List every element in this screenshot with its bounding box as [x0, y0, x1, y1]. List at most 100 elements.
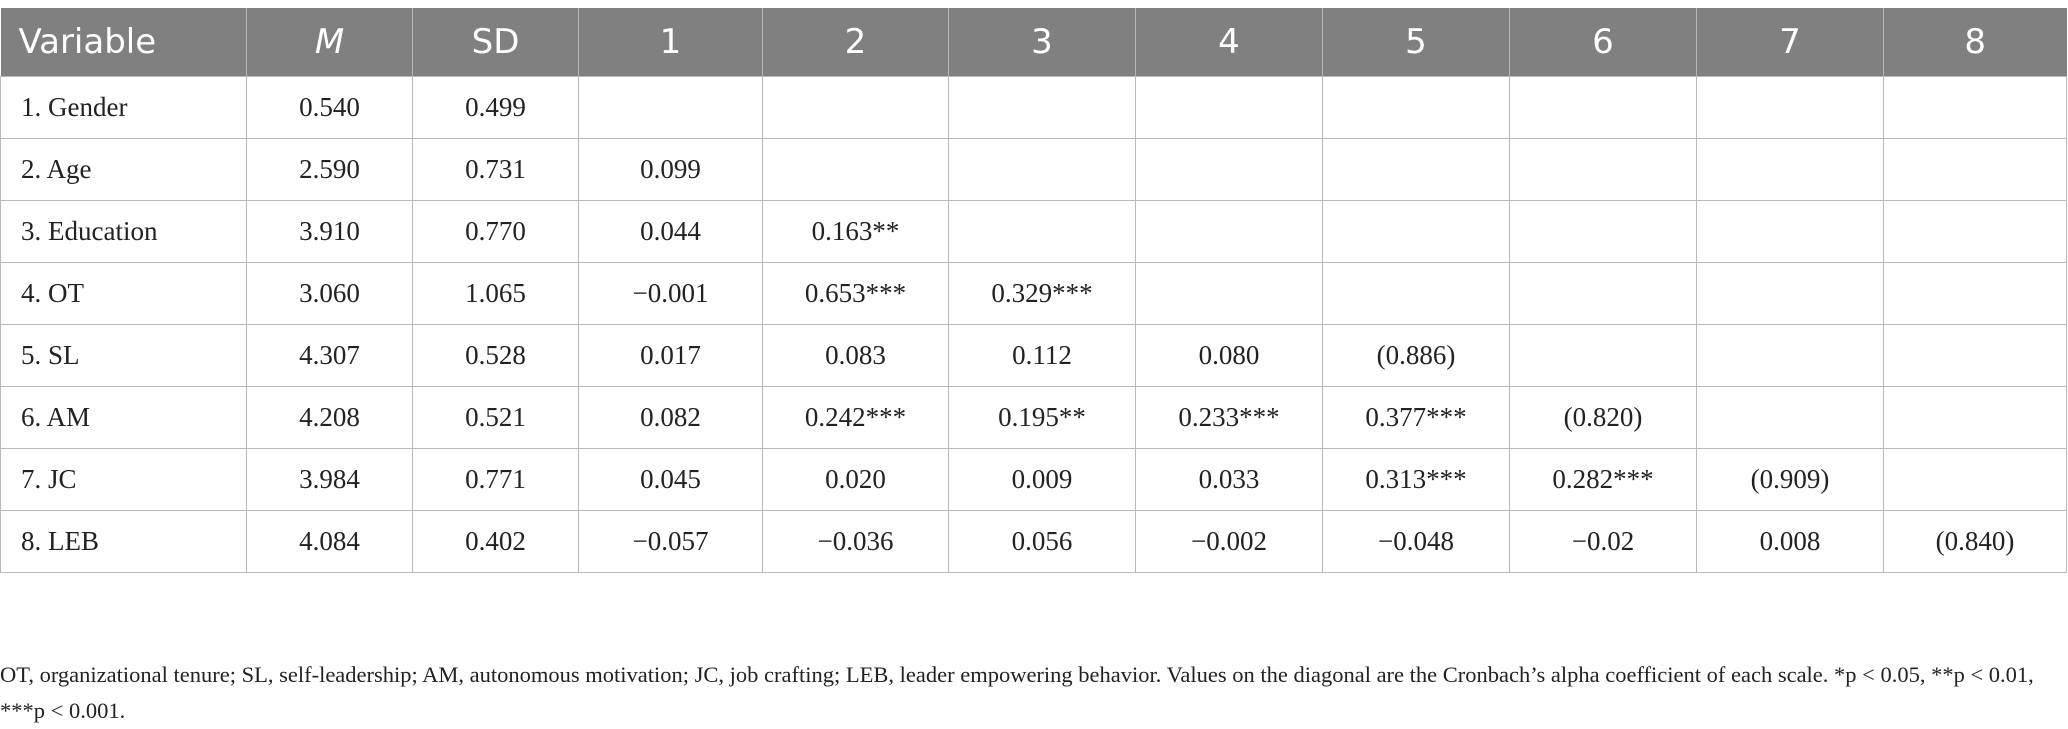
table-cell: 0.020: [762, 448, 949, 511]
header-variable: Variable: [0, 8, 247, 77]
table-cell: −0.02: [1509, 510, 1697, 573]
table-cell: [1696, 386, 1884, 449]
table-row: 4. OT 3.060 1.065 −0.001 0.653*** 0.329***: [0, 262, 2067, 325]
table-cell: [948, 138, 1136, 201]
table-cell: [1322, 76, 1510, 139]
table-cell: [1322, 138, 1510, 201]
table-cell: 0.242***: [762, 386, 949, 449]
table-cell: [948, 200, 1136, 263]
table-cell: [1509, 262, 1697, 325]
table-cell: (0.820): [1509, 386, 1697, 449]
header-col-8: 8: [1883, 8, 2067, 77]
table-cell: (0.886): [1322, 324, 1510, 387]
table-body: 1. Gender 0.540 0.499 2. Age 2.590 0.731 0.099…: [0, 76, 2067, 573]
table-cell: 0.008: [1696, 510, 1884, 573]
table-cell: [1322, 262, 1510, 325]
table-cell: 0.771: [412, 448, 579, 511]
table-cell: 3.984: [246, 448, 413, 511]
table-cell: [1883, 76, 2067, 139]
table-cell: [1509, 200, 1697, 263]
table-cell: −0.002: [1135, 510, 1323, 573]
header-col-5: 5: [1322, 8, 1510, 77]
table-cell: 4.307: [246, 324, 413, 387]
table-cell: 0.402: [412, 510, 579, 573]
row-variable-label: 7. JC: [0, 448, 247, 511]
table-cell: [1883, 386, 2067, 449]
table-cell: [1883, 262, 2067, 325]
table-row: 6. AM 4.208 0.521 0.082 0.242*** 0.195** 0.233…: [0, 386, 2067, 449]
table-cell: 0.099: [578, 138, 763, 201]
table-cell: 0.056: [948, 510, 1136, 573]
table-cell: [1883, 448, 2067, 511]
table-cell: 4.208: [246, 386, 413, 449]
table-cell: [762, 138, 949, 201]
table-cell: [1883, 200, 2067, 263]
table-cell: 0.080: [1135, 324, 1323, 387]
table-header-row: Variable M SD 1 2 3 4 5 6 7 8: [0, 8, 2067, 77]
row-variable-label: 3. Education: [0, 200, 247, 263]
table-cell: [1696, 200, 1884, 263]
correlation-table: Variable M SD 1 2 3 4 5 6 7 8 1. Gender 0…: [0, 8, 2067, 573]
table-cell: −0.048: [1322, 510, 1510, 573]
table-cell: −0.001: [578, 262, 763, 325]
table-row: 8. LEB 4.084 0.402 −0.057 −0.036 0.056 −0.002−…: [0, 510, 2067, 573]
table-cell: 4.084: [246, 510, 413, 573]
header-col-6: 6: [1509, 8, 1697, 77]
table-cell: [1135, 262, 1323, 325]
table-cell: 0.082: [578, 386, 763, 449]
table-cell: [1883, 324, 2067, 387]
header-col-3: 3: [948, 8, 1136, 77]
table-cell: (0.840): [1883, 510, 2067, 573]
table-cell: (0.909): [1696, 448, 1884, 511]
row-variable-label: 5. SL: [0, 324, 247, 387]
table-cell: [1509, 138, 1697, 201]
table-cell: [1696, 262, 1884, 325]
correlation-table-container: Variable M SD 1 2 3 4 5 6 7 8 1. Gender 0…: [0, 8, 2067, 573]
row-variable-label: 1. Gender: [0, 76, 247, 139]
header-sd: SD: [412, 8, 579, 77]
table-row: 1. Gender 0.540 0.499: [0, 76, 2067, 139]
table-cell: 0.083: [762, 324, 949, 387]
row-variable-label: 8. LEB: [0, 510, 247, 573]
table-cell: 0.195**: [948, 386, 1136, 449]
header-col-1: 1: [578, 8, 763, 77]
table-footnote: OT, organizational tenure; SL, self-lead…: [0, 661, 2034, 723]
table-cell: [1135, 138, 1323, 201]
header-col-2: 2: [762, 8, 949, 77]
table-cell: 0.017: [578, 324, 763, 387]
table-cell: [578, 76, 763, 139]
table-cell: 0.770: [412, 200, 579, 263]
table-cell: 1.065: [412, 262, 579, 325]
row-variable-label: 2. Age: [0, 138, 247, 201]
table-cell: [1509, 76, 1697, 139]
table-cell: 0.163**: [762, 200, 949, 263]
table-cell: 0.045: [578, 448, 763, 511]
table-cell: 0.540: [246, 76, 413, 139]
table-cell: 0.282***: [1509, 448, 1697, 511]
row-variable-label: 6. AM: [0, 386, 247, 449]
table-cell: [1883, 138, 2067, 201]
table-cell: [1696, 138, 1884, 201]
table-cell: 3.060: [246, 262, 413, 325]
header-mean: M: [246, 8, 413, 77]
table-cell: [1696, 324, 1884, 387]
table-row: 7. JC 3.984 0.771 0.045 0.020 0.009 0.033 0.313…: [0, 448, 2067, 511]
table-cell: 0.653***: [762, 262, 949, 325]
table-cell: 0.329***: [948, 262, 1136, 325]
table-cell: 0.009: [948, 448, 1136, 511]
table-cell: [1322, 200, 1510, 263]
table-cell: 0.044: [578, 200, 763, 263]
table-cell: 2.590: [246, 138, 413, 201]
table-cell: 0.731: [412, 138, 579, 201]
table-cell: 0.499: [412, 76, 579, 139]
header-col-4: 4: [1135, 8, 1323, 77]
table-cell: 0.313***: [1322, 448, 1510, 511]
row-variable-label: 4. OT: [0, 262, 247, 325]
table-cell: 0.033: [1135, 448, 1323, 511]
table-cell: 0.233***: [1135, 386, 1323, 449]
header-col-7: 7: [1696, 8, 1884, 77]
table-row: 2. Age 2.590 0.731 0.099: [0, 138, 2067, 201]
table-cell: [1135, 200, 1323, 263]
table-cell: 3.910: [246, 200, 413, 263]
table-cell: −0.036: [762, 510, 949, 573]
